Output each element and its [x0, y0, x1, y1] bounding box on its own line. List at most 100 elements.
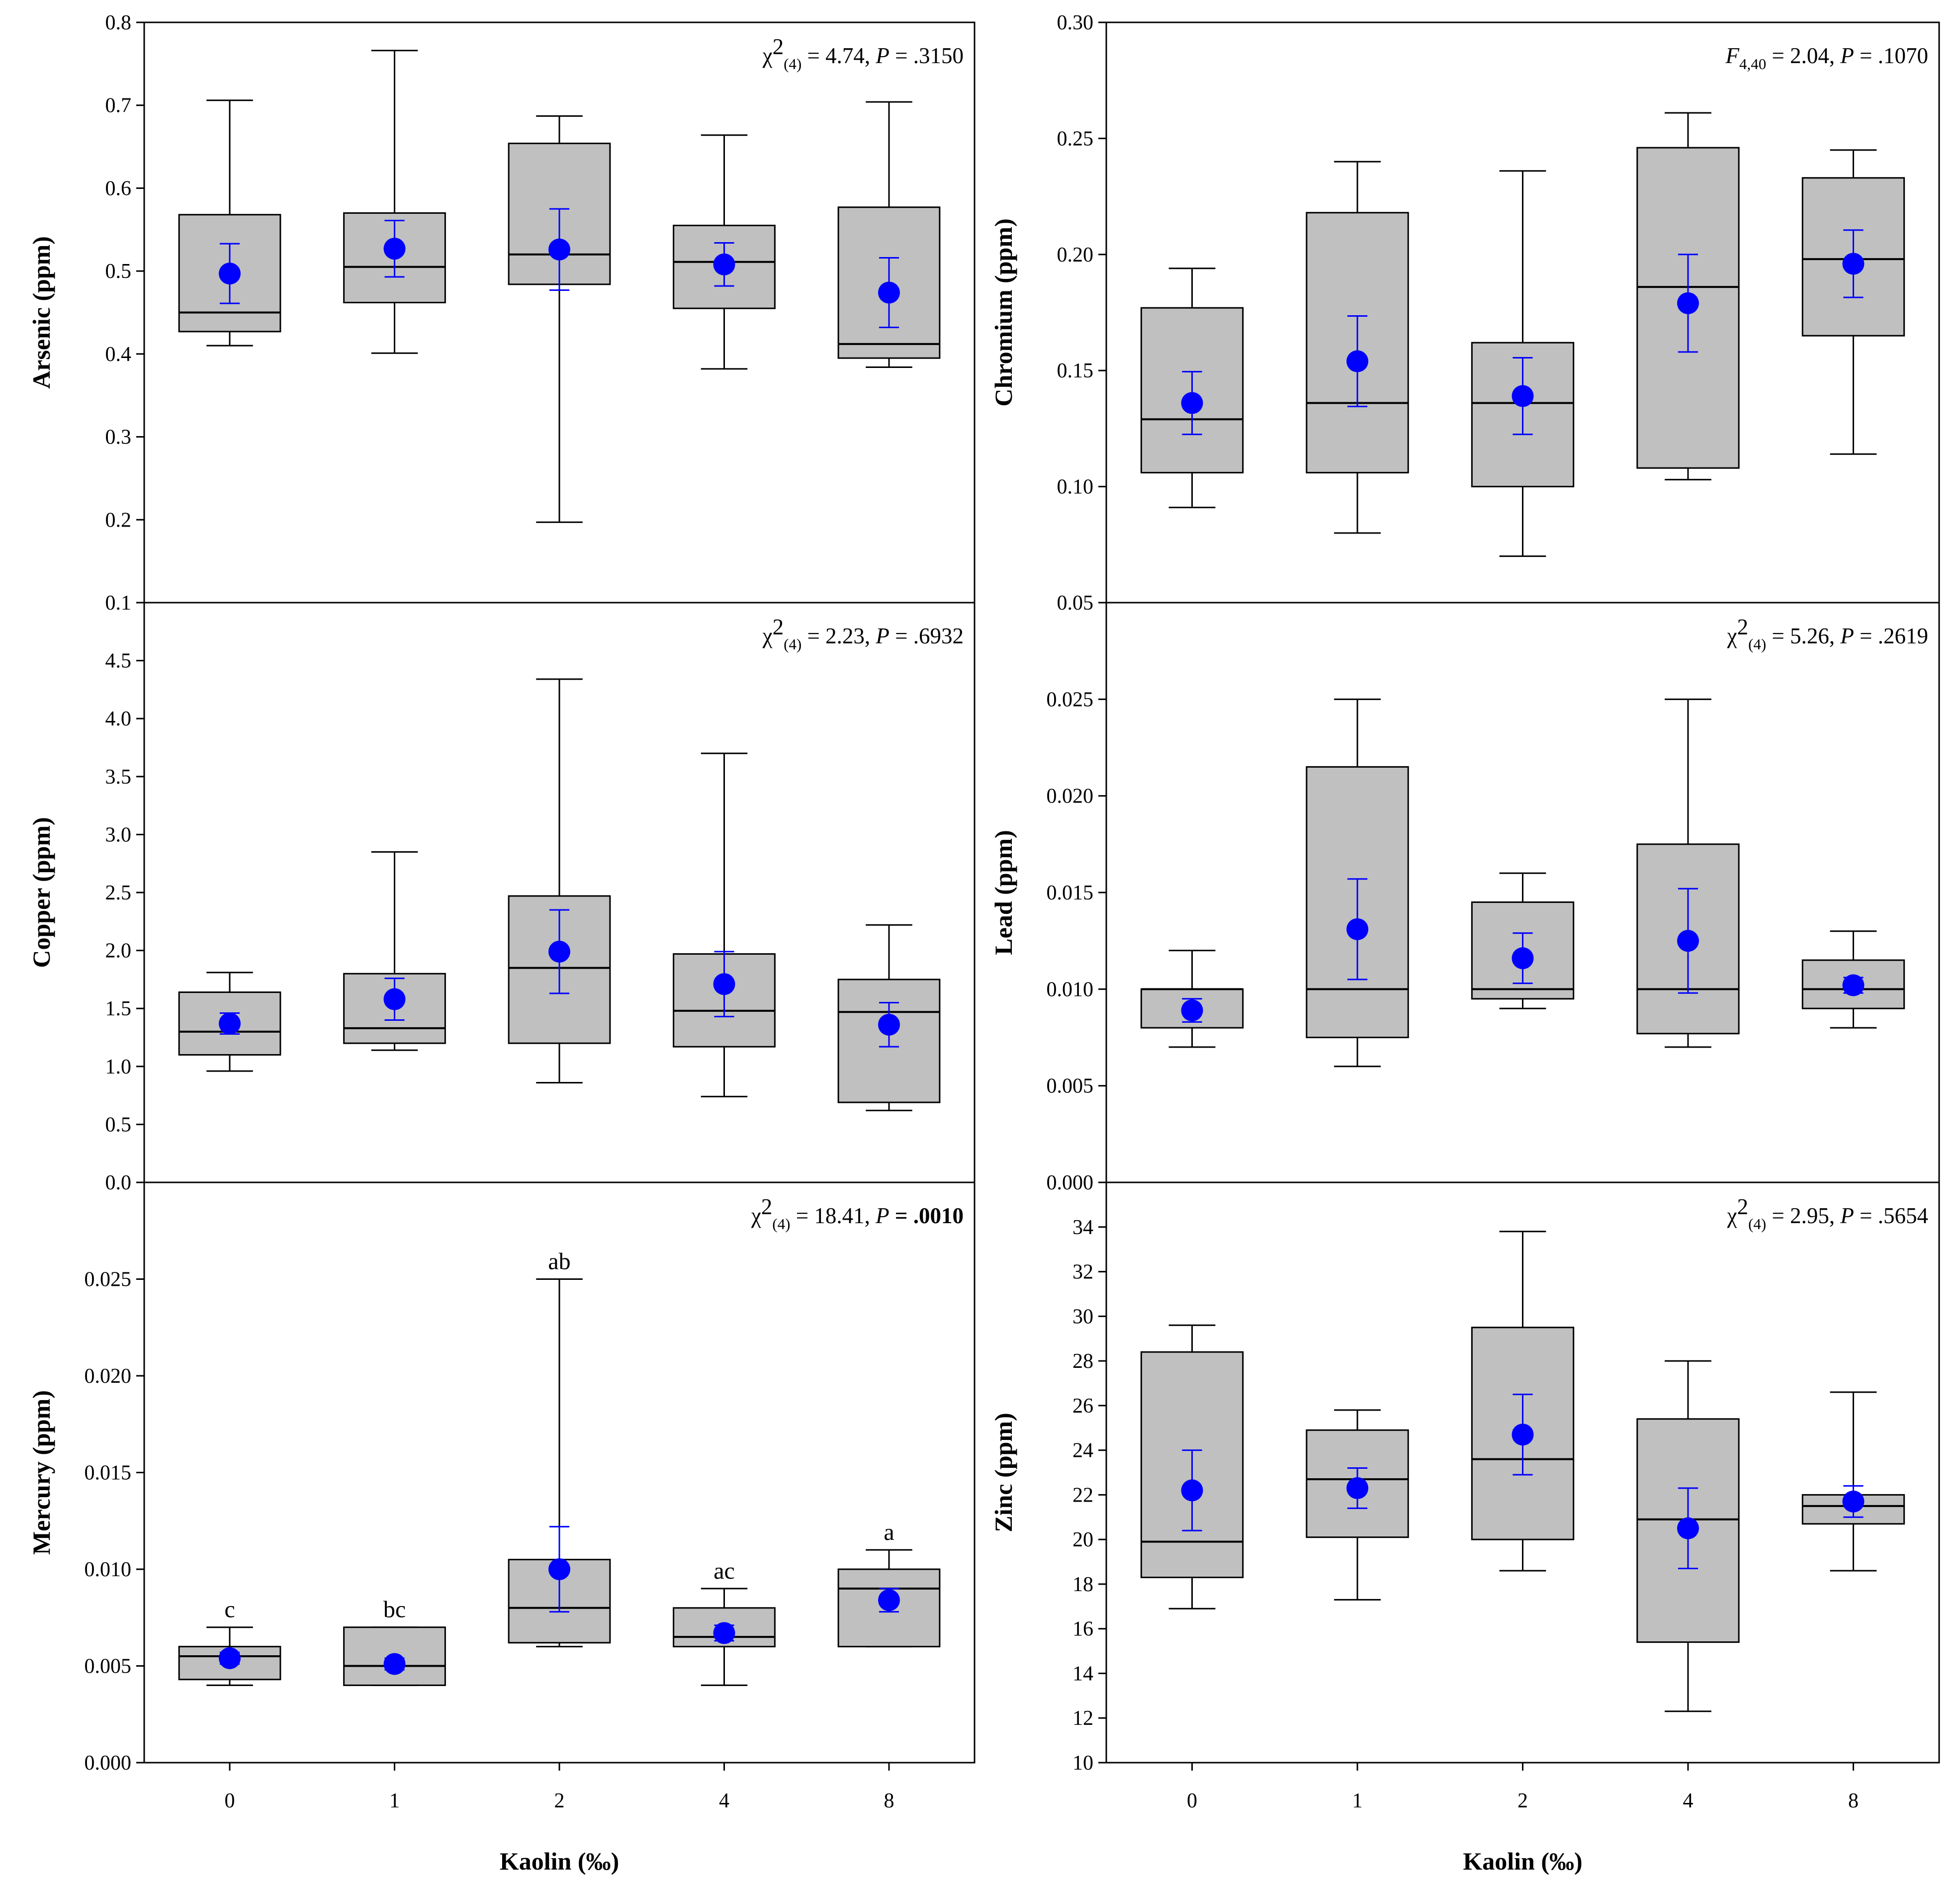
y-tick-label: 0.1 — [105, 592, 132, 615]
mean-point — [383, 238, 406, 260]
y-axis-title: Mercury (ppm) — [27, 1390, 55, 1555]
x-tick-label: 0 — [1187, 1790, 1197, 1812]
y-axis-title: Chromium (ppm) — [989, 218, 1017, 406]
y-tick-label: 22 — [1072, 1484, 1093, 1507]
mean-point — [1346, 918, 1369, 940]
mean-point — [383, 1653, 406, 1675]
y-tick-label: 0.010 — [1047, 978, 1094, 1001]
y-tick-label: 2.5 — [105, 882, 132, 904]
y-tick-label: 0.30 — [1057, 11, 1094, 34]
box-1 — [1306, 1409, 1409, 1601]
panel-bottom-left: 0.000 0.005 0.010 0.015 0.020 0.025 Mercury (p… — [27, 1181, 976, 1875]
y-tick-label: 3.0 — [105, 823, 132, 846]
y-tick-label: 16 — [1072, 1618, 1093, 1641]
box-1: bc — [343, 1597, 446, 1686]
x-tick-label: 4 — [719, 1790, 729, 1812]
box-4 — [1636, 112, 1740, 481]
mean-point — [1181, 392, 1203, 414]
stat-annotation: χ2(4) = 2.23, P = .6932 — [762, 615, 964, 653]
mean-point — [1842, 1490, 1865, 1513]
x-tick-label: 2 — [1517, 1790, 1528, 1812]
box-0 — [1140, 268, 1244, 509]
y-tick-label: 26 — [1072, 1395, 1093, 1418]
x-axis-title: Kaolin (‰) — [1463, 1847, 1582, 1875]
x-tick-label: 4 — [1683, 1790, 1693, 1812]
mean-point — [878, 1589, 900, 1611]
y-tick-label: 14 — [1072, 1662, 1093, 1685]
y-tick-label: 32 — [1072, 1261, 1093, 1284]
y-tick-label: 0.020 — [85, 1365, 132, 1388]
mean-point — [1181, 1479, 1203, 1502]
y-tick-label: 0.15 — [1057, 359, 1094, 382]
y-tick-label: 0.7 — [105, 94, 132, 117]
x-axis-title: Kaolin (‰) — [500, 1847, 619, 1875]
y-tick-label: 2.0 — [105, 940, 132, 963]
mean-point — [548, 940, 570, 963]
mean-point — [1346, 1477, 1369, 1499]
box-8 — [1801, 1391, 1905, 1572]
x-tick-label: 1 — [389, 1790, 400, 1812]
box-8 — [1801, 930, 1905, 1029]
y-tick-label: 0.5 — [105, 1113, 132, 1136]
box-4 — [673, 752, 776, 1097]
mean-point — [1512, 385, 1534, 407]
y-tick-label: 0.25 — [1057, 127, 1094, 150]
y-tick-label: 0.000 — [1047, 1171, 1094, 1194]
mean-point — [1346, 350, 1369, 372]
y-tick-label: 0.025 — [1047, 688, 1094, 711]
y-tick-label: 34 — [1072, 1216, 1093, 1239]
y-tick-label: 0.000 — [85, 1752, 132, 1775]
mean-point — [219, 1012, 241, 1035]
y-tick-label: 0.2 — [105, 509, 132, 532]
box-1 — [343, 851, 446, 1051]
stat-annotation: F4,40 = 2.04, P = .1070 — [1725, 43, 1928, 73]
significance-letter: bc — [383, 1597, 406, 1623]
mean-point — [878, 1013, 900, 1036]
box-0 — [1140, 1324, 1244, 1610]
box-0 — [1140, 950, 1244, 1048]
stat-annotation: χ2(4) = 2.95, P = .5654 — [1727, 1194, 1928, 1233]
mean-point — [548, 1558, 570, 1580]
mean-point — [383, 988, 406, 1010]
x-tick-label: 2 — [554, 1790, 565, 1812]
y-tick-label: 0.10 — [1057, 476, 1094, 499]
y-tick-label: 0.0 — [105, 1171, 132, 1194]
y-tick-label: 0.20 — [1057, 244, 1094, 267]
mean-point — [548, 238, 570, 261]
mean-point — [1181, 999, 1203, 1022]
y-tick-label: 24 — [1072, 1439, 1093, 1462]
iqr-box — [343, 1626, 446, 1686]
box-2 — [508, 678, 611, 1083]
y-tick-label: 3.5 — [105, 766, 132, 789]
box-4: ac — [673, 1558, 776, 1686]
box-2 — [1471, 1231, 1575, 1572]
box-8 — [1801, 149, 1905, 455]
box-2 — [1471, 170, 1575, 557]
y-tick-label: 0.015 — [85, 1462, 132, 1485]
y-tick-label: 0.010 — [85, 1558, 132, 1581]
mean-point — [878, 281, 900, 304]
box-0: c — [178, 1597, 281, 1686]
box-4 — [1636, 1360, 1740, 1712]
panel-middle-right: 0.000 0.005 0.010 0.015 0.020 0.025 Lead (ppm)… — [989, 602, 1940, 1194]
y-tick-label: 0.005 — [85, 1655, 132, 1678]
mean-point — [1842, 253, 1865, 275]
x-tick-label: 8 — [884, 1790, 894, 1812]
mean-point — [1512, 1424, 1534, 1446]
significance-letter: ac — [713, 1558, 735, 1584]
box-4 — [1636, 698, 1740, 1048]
x-tick-label: 0 — [225, 1790, 235, 1812]
y-axis-title: Lead (ppm) — [989, 830, 1017, 955]
x-tick-label: 1 — [1352, 1790, 1363, 1812]
box-8 — [837, 101, 941, 368]
box-0 — [178, 972, 281, 1072]
y-tick-label: 1.5 — [105, 997, 132, 1020]
box-8 — [837, 924, 941, 1111]
significance-letter: a — [884, 1519, 894, 1545]
panel-top-left: 0.1 0.2 0.3 0.4 0.5 0.6 0.7 0.8 Arsenic (ppm) χ2(… — [27, 11, 976, 615]
mean-point — [219, 1647, 241, 1669]
y-tick-label: 0.5 — [105, 260, 132, 283]
panel-top-right: 0.05 0.10 0.15 0.20 0.25 0.30 Chromium (ppm) F4… — [989, 11, 1940, 615]
mean-point — [713, 1622, 735, 1644]
